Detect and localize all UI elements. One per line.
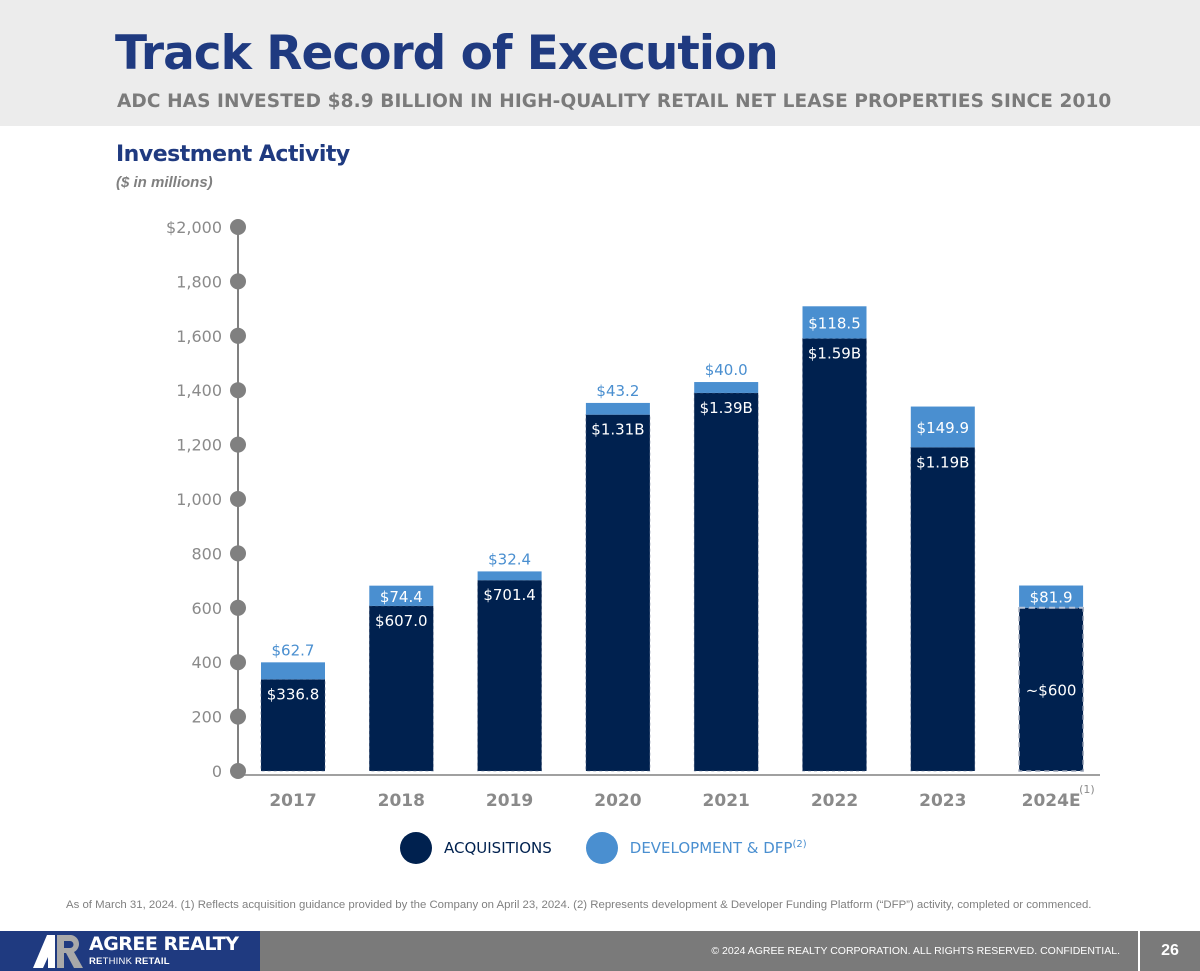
data-label-development: $43.2 <box>596 382 639 400</box>
brand-tagline-light: THINK <box>102 956 133 967</box>
bar-development <box>369 585 434 606</box>
bar-acquisitions <box>802 338 867 772</box>
y-tick-marker <box>230 545 246 562</box>
page-number: 26 <box>1161 942 1179 959</box>
chart-title: Investment Activity <box>116 142 350 167</box>
x-tick-label: 2021 <box>703 791 750 811</box>
y-tick-marker <box>230 327 246 344</box>
brand-name: AGREE REALTY <box>89 933 239 955</box>
y-tick-label: 1,600 <box>176 327 222 346</box>
brand-tagline-prefix: RE <box>89 956 103 967</box>
data-label-development: $32.4 <box>488 550 531 568</box>
legend-label-development: DEVELOPMENT & DFP(2) <box>630 839 807 857</box>
footnote: As of March 31, 2024. (1) Reflects acqui… <box>66 899 1092 911</box>
bar-development <box>802 306 867 339</box>
chart-unit-note: ($ in millions) <box>116 174 213 191</box>
y-tick-marker <box>230 491 246 507</box>
x-tick-label: 2019 <box>486 791 533 811</box>
brand-tagline-bold: RETAIL <box>134 956 170 967</box>
data-label-acquisitions: $336.8 <box>267 685 320 703</box>
x-tick-label: 2023 <box>919 791 966 811</box>
copyright-notice: © 2024 AGREE REALTY CORPORATION. ALL RIG… <box>711 945 1120 957</box>
data-label-acquisitions: $1.31B <box>591 421 644 439</box>
y-tick-label: 400 <box>191 653 222 672</box>
legend-label-acquisitions: ACQUISITIONS <box>444 839 552 857</box>
y-tick-marker <box>230 436 246 453</box>
y-tick-marker <box>230 599 246 616</box>
data-label-acquisitions: $1.19B <box>916 453 969 471</box>
page-subtitle: ADC HAS INVESTED $8.9 BILLION IN HIGH-QU… <box>117 91 1112 112</box>
y-tick-marker <box>230 708 246 725</box>
y-tick-marker <box>230 654 246 671</box>
x-tick-footnote-ref: (1) <box>1079 783 1095 796</box>
y-tick-label: 200 <box>191 708 222 727</box>
data-label-acquisitions: $607.0 <box>375 612 428 630</box>
bar-acquisitions <box>477 579 542 772</box>
y-tick-label: 600 <box>191 599 222 618</box>
y-tick-label: 1,400 <box>176 381 222 400</box>
y-tick-label: 800 <box>191 544 222 563</box>
bar-acquisitions <box>1018 607 1084 772</box>
y-tick-marker <box>230 382 246 399</box>
x-tick-label: 2017 <box>269 791 316 811</box>
brand-tagline: RETHINK RETAIL <box>89 957 170 967</box>
data-label-development: $74.4 <box>380 588 423 606</box>
bar-development <box>477 571 542 581</box>
y-tick-label: 1,200 <box>176 436 222 455</box>
data-label-development: $118.5 <box>808 314 861 332</box>
data-label-development: $81.9 <box>1030 589 1073 607</box>
y-tick-marker <box>230 273 246 290</box>
y-tick-label: $2,000 <box>166 218 222 237</box>
header-band: Track Record of Execution ADC HAS INVEST… <box>0 0 1200 126</box>
data-label-acquisitions: ~$600 <box>1026 681 1077 699</box>
y-tick-marker <box>230 219 246 235</box>
x-tick-label: 2020 <box>594 791 641 811</box>
data-label-development: $40.0 <box>705 361 748 379</box>
footer-bar: AGREE REALTY RETHINK RETAIL © 2024 AGREE… <box>0 931 1200 971</box>
x-tick-label: 2022 <box>811 791 858 811</box>
y-tick-label: 0 <box>212 762 222 781</box>
bar-acquisitions <box>368 605 434 772</box>
bar-development <box>261 662 325 680</box>
y-tick-marker <box>230 763 246 779</box>
data-label-development: $149.9 <box>917 419 970 437</box>
data-label-acquisitions: $1.59B <box>808 345 861 363</box>
agree-realty-logo-icon <box>33 935 83 968</box>
footer-brand: AGREE REALTY RETHINK RETAIL <box>0 931 260 971</box>
legend-label-development-text: DEVELOPMENT & DFP <box>629 839 793 857</box>
data-label-acquisitions: $701.4 <box>483 586 536 604</box>
footer-divider <box>1138 931 1140 971</box>
data-label-development: $62.7 <box>272 641 315 659</box>
data-label-acquisitions: $1.39B <box>700 399 753 417</box>
legend-swatch-development-icon <box>585 832 618 864</box>
legend-item-development: DEVELOPMENT & DFP(2) <box>585 832 807 864</box>
x-tick-label: 2018 <box>378 791 425 811</box>
y-tick-label: 1,800 <box>176 272 222 291</box>
chart-legend: ACQUISITIONS DEVELOPMENT & DFP(2) <box>400 831 807 865</box>
bar-development <box>1019 585 1084 608</box>
bar-acquisitions <box>585 414 651 772</box>
bar-acquisitions <box>693 392 759 772</box>
y-tick-label: 1,000 <box>176 490 222 509</box>
legend-footnote-ref: (2) <box>792 839 807 850</box>
bar-development <box>910 406 975 448</box>
bar-acquisitions <box>910 447 976 772</box>
legend-item-acquisitions: ACQUISITIONS <box>400 832 552 864</box>
x-tick-label: 2024E <box>1022 791 1081 811</box>
investment-activity-chart: 0 200 400 600 800 1,000 1,200 1,400 1,600 1,800 $2… <box>166 218 1100 811</box>
bar-development <box>585 402 650 415</box>
bar-acquisitions <box>260 679 326 772</box>
bar-development <box>694 382 759 393</box>
page-title: Track Record of Execution <box>115 26 779 81</box>
legend-swatch-acquisitions-icon <box>400 832 432 864</box>
